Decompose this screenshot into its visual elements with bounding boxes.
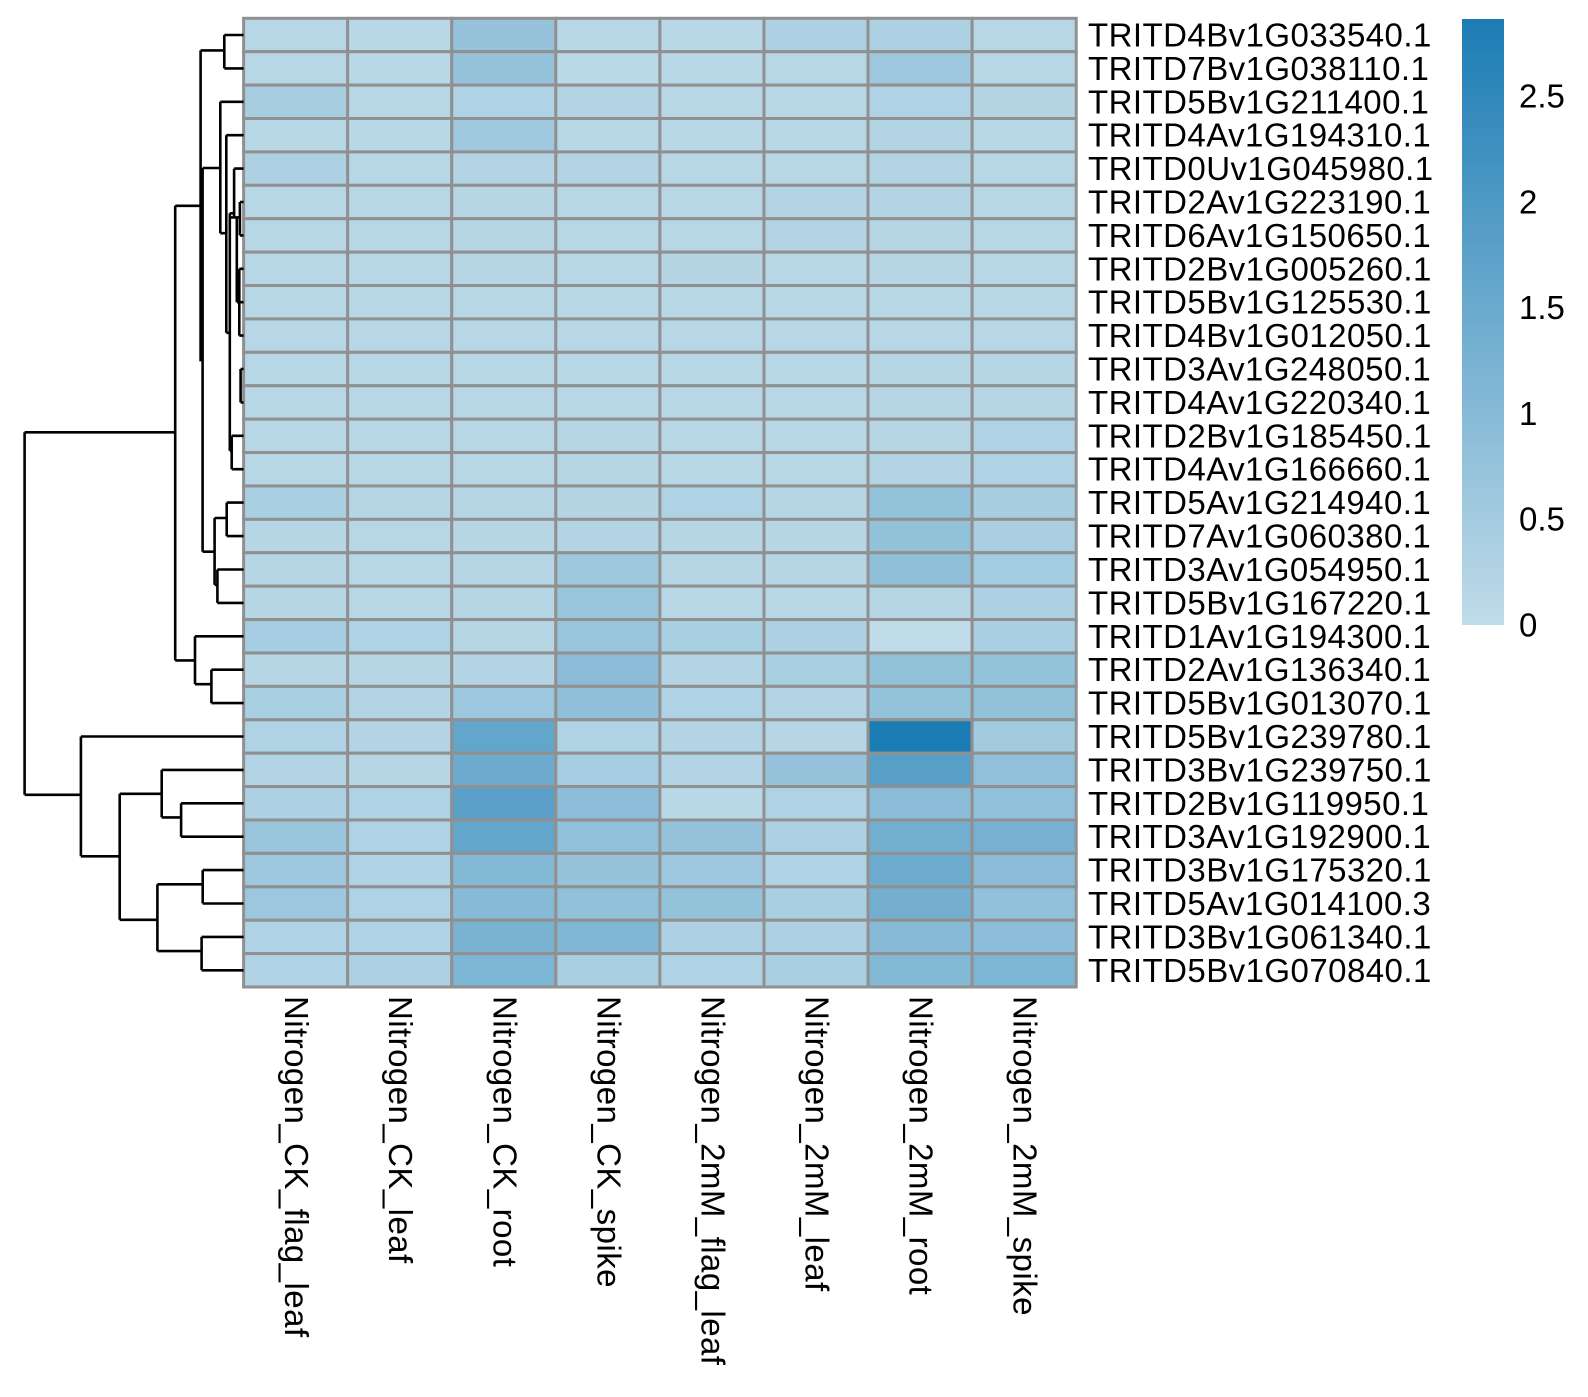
svg-text:TRITD5Bv1G125530.1: TRITD5Bv1G125530.1	[1088, 284, 1432, 321]
svg-text:2.5: 2.5	[1519, 78, 1565, 115]
svg-text:1: 1	[1519, 395, 1537, 432]
svg-text:TRITD2Av1G223190.1: TRITD2Av1G223190.1	[1088, 184, 1431, 221]
svg-text:TRITD4Av1G220340.1: TRITD4Av1G220340.1	[1088, 384, 1431, 421]
svg-text:TRITD5Av1G214940.1: TRITD5Av1G214940.1	[1088, 484, 1431, 521]
svg-text:TRITD5Bv1G013070.1: TRITD5Bv1G013070.1	[1088, 685, 1432, 722]
svg-text:Nitrogen_2mM_root: Nitrogen_2mM_root	[903, 996, 940, 1295]
svg-text:TRITD3Av1G054950.1: TRITD3Av1G054950.1	[1088, 551, 1431, 588]
svg-text:TRITD3Bv1G239750.1: TRITD3Bv1G239750.1	[1088, 751, 1432, 788]
svg-text:TRITD3Av1G192900.1: TRITD3Av1G192900.1	[1088, 818, 1431, 855]
svg-text:TRITD2Av1G136340.1: TRITD2Av1G136340.1	[1088, 651, 1431, 688]
svg-text:TRITD5Bv1G211400.1: TRITD5Bv1G211400.1	[1088, 83, 1429, 120]
svg-text:TRITD5Bv1G070840.1: TRITD5Bv1G070840.1	[1088, 952, 1432, 989]
svg-text:Nitrogen_CK_leaf: Nitrogen_CK_leaf	[382, 996, 419, 1264]
svg-text:Nitrogen_CK_root: Nitrogen_CK_root	[486, 996, 523, 1267]
svg-text:TRITD7Bv1G038110.1: TRITD7Bv1G038110.1	[1088, 50, 1429, 87]
svg-text:TRITD4Bv1G033540.1: TRITD4Bv1G033540.1	[1088, 17, 1432, 54]
svg-text:TRITD5Bv1G167220.1: TRITD5Bv1G167220.1	[1088, 584, 1432, 621]
svg-text:TRITD7Av1G060380.1: TRITD7Av1G060380.1	[1088, 518, 1431, 555]
svg-text:2: 2	[1519, 183, 1537, 220]
svg-text:TRITD4Bv1G012050.1: TRITD4Bv1G012050.1	[1088, 317, 1432, 354]
svg-text:TRITD3Bv1G061340.1: TRITD3Bv1G061340.1	[1088, 918, 1432, 955]
svg-text:TRITD4Av1G194310.1: TRITD4Av1G194310.1	[1088, 117, 1431, 154]
svg-text:TRITD4Av1G166660.1: TRITD4Av1G166660.1	[1088, 451, 1431, 488]
svg-text:Nitrogen_CK_spike: Nitrogen_CK_spike	[590, 996, 627, 1288]
svg-text:1.5: 1.5	[1519, 289, 1565, 326]
svg-text:TRITD3Av1G248050.1: TRITD3Av1G248050.1	[1088, 351, 1431, 388]
svg-text:Nitrogen_CK_flag_leaf: Nitrogen_CK_flag_leaf	[278, 996, 315, 1338]
svg-text:TRITD2Bv1G185450.1: TRITD2Bv1G185450.1	[1088, 417, 1432, 454]
svg-text:TRITD1Av1G194300.1: TRITD1Av1G194300.1	[1088, 618, 1431, 655]
svg-text:TRITD2Bv1G119950.1: TRITD2Bv1G119950.1	[1088, 785, 1429, 822]
svg-text:TRITD2Bv1G005260.1: TRITD2Bv1G005260.1	[1088, 250, 1432, 287]
svg-text:TRITD0Uv1G045980.1: TRITD0Uv1G045980.1	[1088, 150, 1434, 187]
svg-text:0.5: 0.5	[1519, 501, 1565, 538]
svg-text:0: 0	[1519, 607, 1537, 644]
svg-text:TRITD3Bv1G175320.1: TRITD3Bv1G175320.1	[1088, 852, 1432, 889]
svg-text:TRITD5Bv1G239780.1: TRITD5Bv1G239780.1	[1088, 718, 1432, 755]
svg-text:TRITD6Av1G150650.1: TRITD6Av1G150650.1	[1088, 217, 1431, 254]
svg-text:Nitrogen_2mM_flag_leaf: Nitrogen_2mM_flag_leaf	[694, 996, 731, 1366]
svg-text:Nitrogen_2mM_spike: Nitrogen_2mM_spike	[1007, 996, 1044, 1316]
svg-text:TRITD5Av1G014100.3: TRITD5Av1G014100.3	[1088, 885, 1431, 922]
svg-text:Nitrogen_2mM_leaf: Nitrogen_2mM_leaf	[799, 996, 836, 1292]
